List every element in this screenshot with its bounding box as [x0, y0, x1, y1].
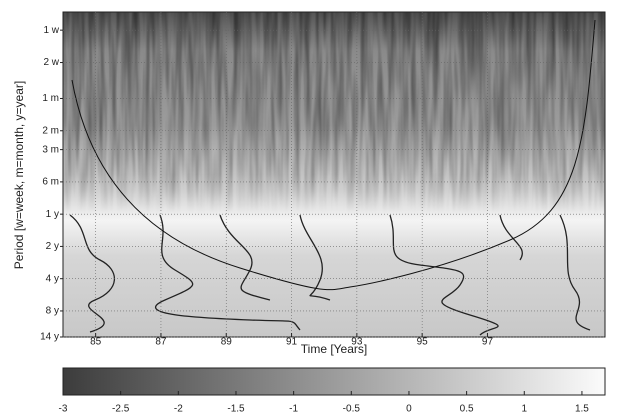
x-tick-label: 91: [286, 337, 298, 348]
y-tick-label: 1 m: [42, 93, 59, 104]
y-tick-label: 2 w: [43, 57, 59, 68]
x-tick-label: 87: [155, 337, 167, 348]
x-tick-label: 89: [221, 337, 233, 348]
y-tick-label: 3 m: [42, 144, 59, 155]
colorbar-tick-label: -2.5: [112, 404, 130, 415]
y-tick-label: 14 y: [40, 332, 59, 343]
colorbar-tick-label: 0: [406, 404, 412, 415]
colorbar-tick-label: -2: [174, 404, 183, 415]
x-tick-label: 93: [351, 337, 363, 348]
colorbar-tick-label: -1: [289, 404, 298, 415]
cone-of-influence: [71, 19, 596, 291]
x-tick-label: 85: [90, 337, 102, 348]
colorbar-tick-label: -0.5: [343, 404, 361, 415]
y-tick-label: 2 y: [46, 241, 59, 252]
heatmap-texture: [63, 12, 605, 337]
y-tick-label: 8 y: [46, 306, 59, 317]
y-tick-label: 6 m: [42, 177, 59, 188]
x-tick-label: 95: [417, 337, 429, 348]
y-tick-label: 1 w: [43, 25, 59, 36]
x-tick-label: 97: [482, 337, 494, 348]
y-tick-label: 1 y: [46, 209, 59, 220]
y-tick-label: 4 y: [46, 273, 59, 284]
y-axis-label: Period [w=week, m=month, y=year]: [12, 81, 26, 269]
colorbar: [62, 367, 606, 396]
plot-area: [62, 11, 606, 338]
colorbar-tick-label: -1.5: [227, 404, 245, 415]
contours: [69, 214, 591, 336]
colorbar-tick-label: 1.5: [575, 404, 589, 415]
colorbar-tick-label: -3: [59, 404, 68, 415]
colorbar-tick-label: 1: [521, 404, 527, 415]
x-axis-label: Time [Years]: [301, 342, 367, 356]
colorbar-tick-label: 0.5: [460, 404, 474, 415]
y-tick-label: 2 m: [42, 125, 59, 136]
